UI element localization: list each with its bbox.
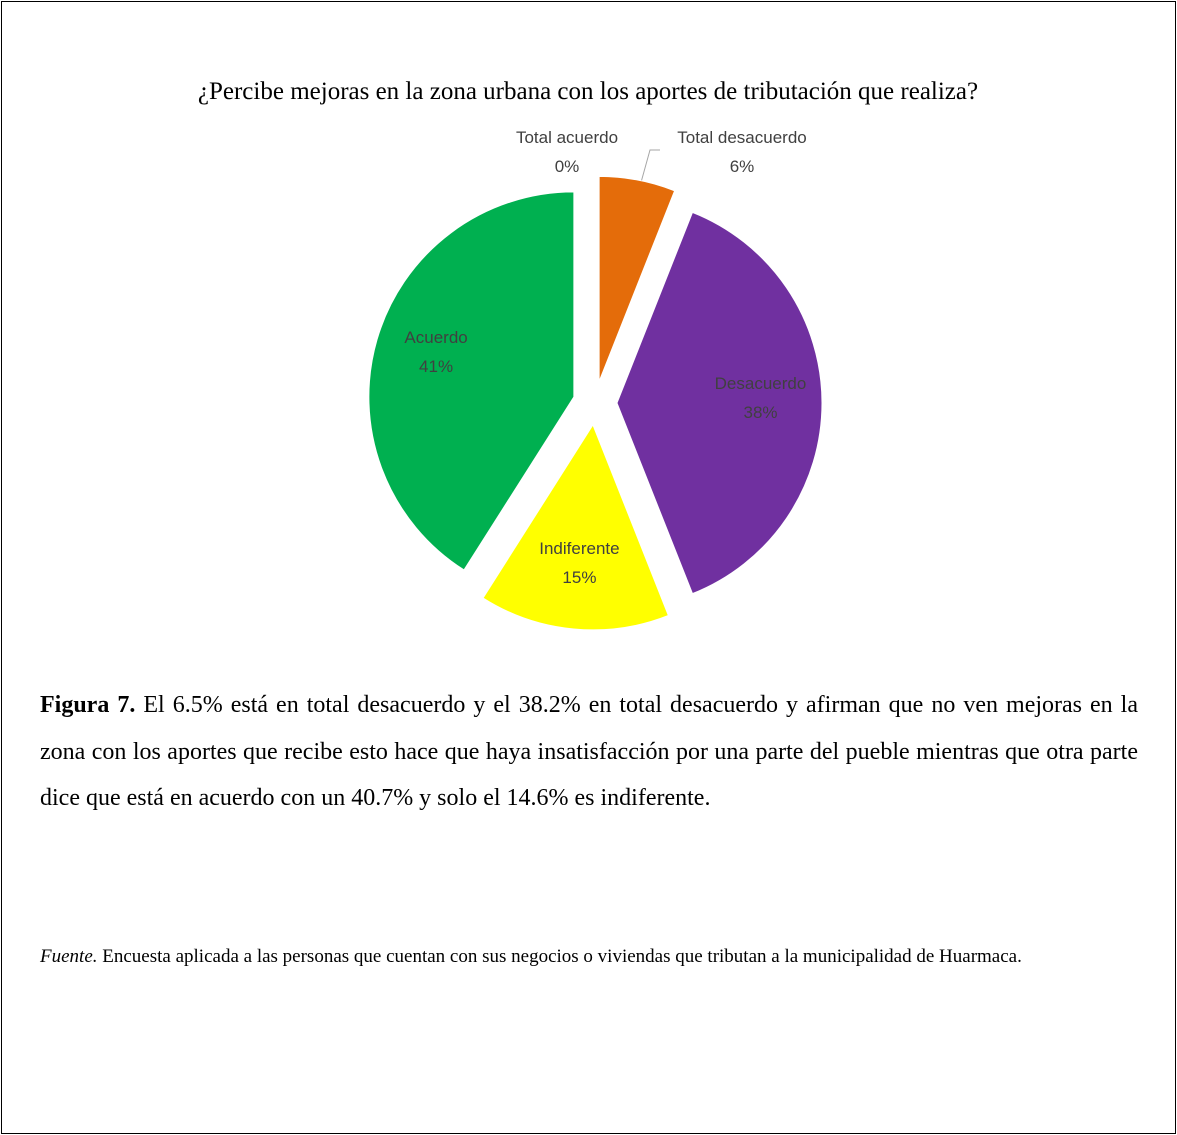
slice-label-name: Total acuerdo <box>516 128 618 147</box>
pie-slice <box>482 423 670 631</box>
slice-label-value: 6% <box>730 157 755 176</box>
slice-label-name: Total desacuerdo <box>677 128 806 147</box>
pie-slice <box>368 191 575 571</box>
slice-label-value: 15% <box>562 568 596 587</box>
chart: ¿Percibe mejoras en la zona urbana con l… <box>198 78 978 631</box>
leader-line <box>639 149 660 187</box>
chart-title: ¿Percibe mejoras en la zona urbana con l… <box>198 78 978 105</box>
source-text: Encuesta aplicada a las personas que cue… <box>97 946 1022 967</box>
source-label: Fuente. <box>40 946 98 967</box>
caption-label: Figura 7. <box>40 692 136 718</box>
slice-label-value: 38% <box>743 403 777 422</box>
slice-label-name: Indiferente <box>539 539 619 558</box>
slice-label-name: Acuerdo <box>404 328 467 347</box>
slice-label-value: 41% <box>419 357 453 376</box>
caption: Figura 7. El 6.5% está en total desacuer… <box>40 682 1138 822</box>
caption-text: El 6.5% está en total desacuerdo y el 38… <box>40 692 1139 811</box>
source: Fuente. Encuesta aplicada a las personas… <box>40 940 1138 973</box>
slice-label-name: Desacuerdo <box>715 374 807 393</box>
slice-label-value: 0% <box>555 157 580 176</box>
pie-slice <box>616 211 823 595</box>
pie-slice <box>598 175 676 382</box>
